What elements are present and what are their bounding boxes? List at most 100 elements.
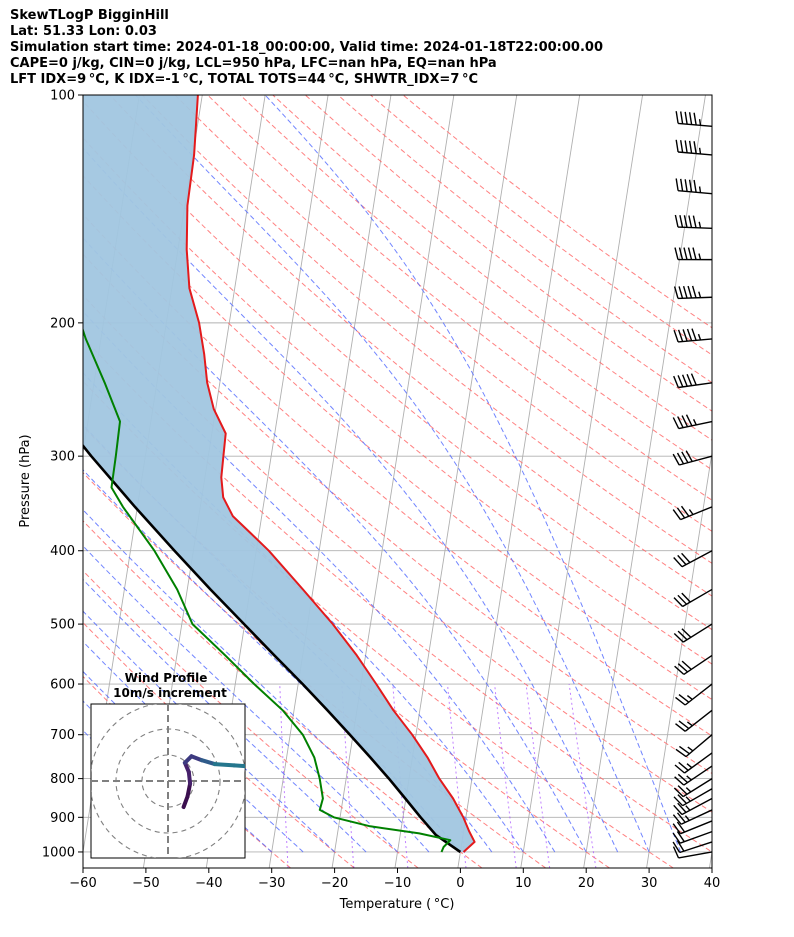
y-tick-label: 400 [50, 544, 75, 559]
dry-adiabat [83, 213, 712, 737]
hodograph-segment [293, 780, 307, 793]
dry-adiabat [83, 174, 712, 701]
wind-barb [675, 683, 713, 706]
isotherm-gridline [457, 95, 581, 868]
wind-barbs [672, 111, 713, 859]
wind-barb [672, 414, 713, 430]
axes: −60 −50 −40 −30 −20 −10 0 10 20 30 40 1000 900 800 700… [42, 89, 720, 892]
wind-barb [673, 550, 713, 568]
dry-adiabat [83, 100, 712, 631]
isotherm-gridline [0, 95, 14, 868]
wind-barb [675, 734, 713, 758]
hodograph-segment [232, 763, 245, 769]
wind-barb [674, 654, 713, 675]
dry-adiabat [83, 253, 712, 775]
wind-barb [675, 139, 713, 156]
y-tick-label: 900 [50, 811, 75, 826]
wind-barb [672, 505, 713, 521]
moist-adiabat [83, 545, 398, 853]
simulation-times: Simulation start time: 2024-01-18_00:00:… [10, 40, 603, 55]
inset-title: Wind Profile [125, 671, 208, 685]
wind-barb [672, 450, 713, 466]
x-tick-label: 0 [456, 876, 464, 891]
dry-adiabat [174, 95, 712, 532]
x-tick-label: 30 [641, 876, 658, 891]
wind-barb [675, 111, 713, 128]
moist-adiabat [83, 147, 619, 853]
dry-adiabat [370, 95, 712, 356]
x-tick-label: 10 [515, 876, 532, 891]
dry-adiabat [402, 95, 712, 329]
isotherm-gridline [646, 449, 712, 868]
mixing-ratio-line [447, 683, 467, 868]
moist-adiabat [83, 237, 587, 853]
temperature-profile-line [185, 95, 476, 853]
moist-adiabat [83, 509, 430, 853]
dry-adiabat [272, 95, 712, 441]
wind-barb [673, 797, 713, 816]
moist-adiabat [264, 95, 681, 853]
x-tick-label: −60 [69, 876, 96, 891]
hodograph-segment [199, 758, 217, 767]
wind-barb [674, 752, 713, 774]
x-tick-label: −50 [132, 876, 159, 891]
wind-barb [672, 820, 713, 835]
parcel-profile-line [83, 443, 462, 854]
wind-barb [673, 588, 713, 608]
dry-adiabat [83, 471, 547, 868]
dry-adiabat [207, 95, 712, 501]
wind-barb [675, 178, 713, 195]
isotherm-gridline [268, 95, 392, 868]
wind-barb [673, 373, 713, 389]
hodograph-segment [254, 767, 267, 768]
x-tick-label: 20 [578, 876, 595, 891]
wind-barb [673, 285, 713, 300]
plot-area [0, 95, 712, 868]
moist-adiabat [135, 95, 650, 853]
mixing-ratio-line [279, 683, 289, 868]
dry-adiabat [304, 95, 712, 412]
isotherm-gridline [0, 95, 76, 868]
hodograph-segment [185, 781, 193, 799]
wind-barb [672, 830, 713, 844]
cape-cin-shading [83, 95, 475, 852]
stability-parameters: CAPE=0 j/kg, CIN=0 j/kg, LCL=950 hPa, LF… [10, 56, 497, 71]
dry-adiabat [239, 95, 712, 471]
wind-barb [674, 247, 713, 261]
wind-barb [673, 328, 713, 343]
moist-adiabat [83, 372, 524, 853]
station-coordinates: Lat: 51.33 Lon: 0.03 [10, 24, 157, 39]
isotherm-gridline [583, 95, 706, 868]
y-tick-label: 700 [50, 728, 75, 743]
x-axis-label: Temperature ( °C) [339, 897, 455, 912]
wind-barb [674, 765, 713, 786]
isotherm-gridline [709, 849, 712, 868]
wind-barb [673, 623, 713, 643]
y-tick-label: 300 [50, 450, 75, 465]
stability-indices: LFT IDX=9 °C, K IDX=-1 °C, TOTAL TOTS=44… [10, 72, 478, 87]
mixing-ratio-line [494, 683, 517, 868]
x-tick-label: 40 [704, 876, 721, 891]
dry-adiabat [83, 621, 355, 868]
inset-subtitle: 10m/s increment [113, 686, 227, 700]
moist-adiabat [83, 469, 461, 853]
y-axis-label: Pressure (hPa) [18, 434, 33, 527]
wind-barb [672, 846, 713, 859]
x-tick-label: −10 [384, 876, 411, 891]
hodograph-segment [212, 762, 237, 768]
hodograph-segment [307, 793, 316, 805]
dry-adiabat [83, 137, 712, 665]
wind-barb [673, 788, 713, 807]
dewpoint-profile-line [83, 327, 452, 853]
dry-adiabat [109, 95, 712, 597]
hodograph-segment [267, 768, 277, 773]
wind-barb [672, 840, 713, 854]
y-tick-label: 1000 [42, 845, 75, 860]
mixing-ratio-line [525, 683, 551, 868]
wind-profile-inset: Wind Profile 10m/s increment [90, 671, 316, 859]
y-tick-label: 500 [50, 618, 75, 633]
mixing-ratio-line [568, 683, 597, 868]
wind-barb [673, 778, 713, 798]
x-tick-label: −30 [258, 876, 285, 891]
